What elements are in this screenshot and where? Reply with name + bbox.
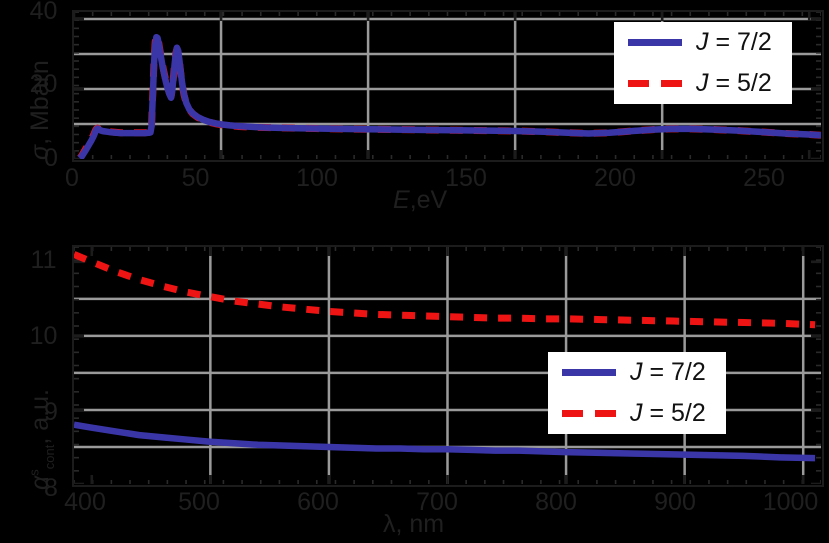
top-x-tick-250: 250	[743, 164, 785, 192]
legend-label-j72: J = 7/2	[696, 28, 772, 56]
bottom-x-axis-label: λ, nm	[383, 510, 445, 538]
bottom-plot-frame	[72, 245, 824, 487]
bottom-x-tick-700: 700	[416, 488, 458, 516]
legend-label-j52-bottom: J = 5/2	[630, 399, 706, 427]
top-y-tick-20: 20	[29, 70, 58, 98]
legend-entry-j52-bottom: J = 5/2	[548, 393, 726, 434]
bottom-y-tick-11: 11	[30, 246, 57, 274]
top-legend: J = 7/2 J = 5/2	[614, 22, 792, 104]
legend-key-solid-icon	[628, 39, 682, 46]
bottom-x-tick-900: 900	[654, 488, 696, 516]
legend-label-j72-bottom: J = 7/2	[630, 358, 706, 386]
top-x-tick-100: 100	[296, 164, 338, 192]
bottom-legend: J = 7/2 J = 5/2	[548, 352, 726, 434]
legend-entry-j72: J = 7/2	[614, 22, 792, 63]
bottom-y-tick-10: 10	[29, 322, 58, 350]
legend-key-dashed-icon	[562, 410, 616, 417]
bottom-x-tick-1000: 1000	[762, 488, 819, 516]
bottom-x-tick-600: 600	[297, 488, 339, 516]
bottom-x-tick-400: 400	[64, 488, 106, 516]
top-x-tick-200: 200	[594, 164, 636, 192]
panel-polarizability: αscont, a.u. λ, nm 8 9 10 11 400 500 600…	[0, 232, 829, 543]
legend-entry-j52: J = 5/2	[614, 63, 792, 104]
panel-cross-section: σ, Mbarn E,eV 0 20 40 0 50 100 150 200 2…	[0, 0, 829, 215]
bottom-y-tick-9: 9	[44, 398, 58, 426]
top-x-tick-50: 50	[181, 164, 210, 192]
top-x-tick-150: 150	[445, 164, 487, 192]
bottom-x-tick-500: 500	[178, 488, 220, 516]
bottom-x-tick-800: 800	[535, 488, 577, 516]
legend-label-j52: J = 5/2	[696, 69, 772, 97]
top-y-tick-0: 0	[44, 144, 58, 172]
legend-key-solid-icon	[562, 369, 616, 376]
top-y-tick-40: 40	[29, 0, 58, 25]
bottom-y-tick-8: 8	[44, 474, 58, 502]
legend-key-dashed-icon	[628, 80, 682, 87]
top-x-tick-0: 0	[65, 164, 79, 192]
legend-entry-j72-bottom: J = 7/2	[548, 352, 726, 393]
top-x-axis-label: E,eV	[393, 186, 448, 214]
